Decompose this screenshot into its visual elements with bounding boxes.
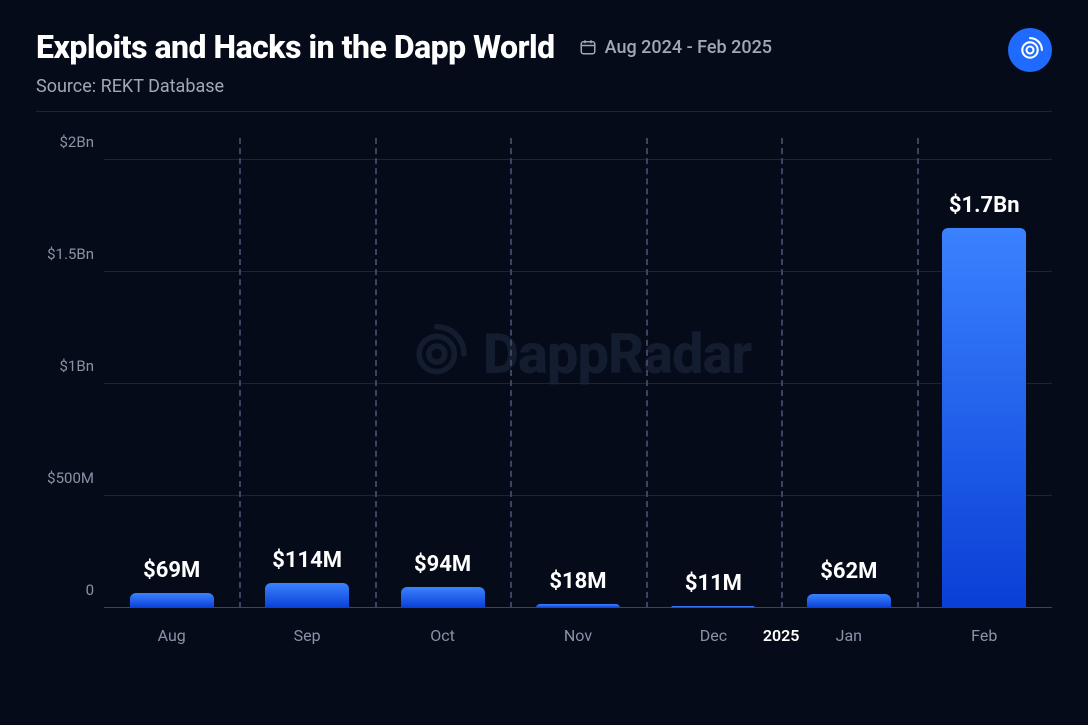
bar-value-label: $18M bbox=[549, 569, 606, 594]
y-tick-label: 0 bbox=[86, 581, 94, 599]
bar-slot: $94M bbox=[375, 138, 510, 608]
x-tick-label: Jan bbox=[781, 608, 916, 678]
chart-title: Exploits and Hacks in the Dapp World bbox=[36, 28, 555, 66]
y-tick-label: $500M bbox=[47, 469, 94, 487]
bar-value-label: $11M bbox=[685, 571, 742, 596]
bar: $62M bbox=[807, 594, 891, 608]
bar-slot: $114M bbox=[239, 138, 374, 608]
date-range-text: Aug 2024 - Feb 2025 bbox=[605, 37, 772, 58]
bar-value-label: $1.7Bn bbox=[949, 193, 1020, 218]
bar-value-label: $62M bbox=[820, 559, 877, 584]
radar-icon bbox=[1016, 36, 1044, 64]
calendar-icon bbox=[579, 38, 597, 56]
y-tick-label: $2Bn bbox=[60, 133, 95, 151]
chart-area: 0$500M$1Bn$1.5Bn$2Bn DappRadar 2025$69M$… bbox=[36, 138, 1052, 678]
x-tick-label: Aug bbox=[104, 608, 239, 678]
header: Exploits and Hacks in the Dapp World Aug… bbox=[36, 28, 1052, 97]
bar: $114M bbox=[265, 583, 349, 609]
bar-value-label: $69M bbox=[143, 558, 200, 583]
bar-slot: $1.7Bn bbox=[917, 138, 1052, 608]
plot-region: DappRadar 2025$69M$114M$94M$18M$11M$62M$… bbox=[104, 138, 1052, 608]
source-text: Source: REKT Database bbox=[36, 76, 772, 97]
y-tick-label: $1Bn bbox=[60, 357, 95, 375]
bar: $1.7Bn bbox=[942, 228, 1026, 608]
bar: $69M bbox=[130, 593, 214, 608]
chart-card: Exploits and Hacks in the Dapp World Aug… bbox=[0, 0, 1088, 725]
x-tick-label: Oct bbox=[375, 608, 510, 678]
date-range-chip: Aug 2024 - Feb 2025 bbox=[579, 37, 772, 58]
x-axis: AugSepOctNovDecJanFeb bbox=[104, 608, 1052, 678]
y-tick-label: $1.5Bn bbox=[47, 245, 94, 263]
header-divider bbox=[36, 111, 1052, 112]
bar-slot: $69M bbox=[104, 138, 239, 608]
brand-logo bbox=[1008, 28, 1052, 72]
x-tick-label: Sep bbox=[239, 608, 374, 678]
x-tick-label: Feb bbox=[917, 608, 1052, 678]
bar: $94M bbox=[401, 587, 485, 608]
x-tick-label: Dec bbox=[646, 608, 781, 678]
bar-slot: $11M bbox=[646, 138, 781, 608]
bar-value-label: $94M bbox=[414, 552, 471, 577]
y-axis: 0$500M$1Bn$1.5Bn$2Bn bbox=[36, 138, 104, 608]
bar-value-label: $114M bbox=[272, 548, 342, 573]
bars-container: $69M $114M $94M $18M $11M $62M $1.7Bn bbox=[104, 138, 1052, 608]
bar-slot: $62M bbox=[781, 138, 916, 608]
bar-slot: $18M bbox=[510, 138, 645, 608]
x-tick-label: Nov bbox=[510, 608, 645, 678]
